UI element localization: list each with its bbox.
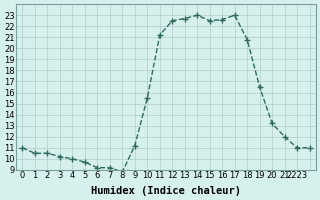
X-axis label: Humidex (Indice chaleur): Humidex (Indice chaleur) <box>91 186 241 196</box>
